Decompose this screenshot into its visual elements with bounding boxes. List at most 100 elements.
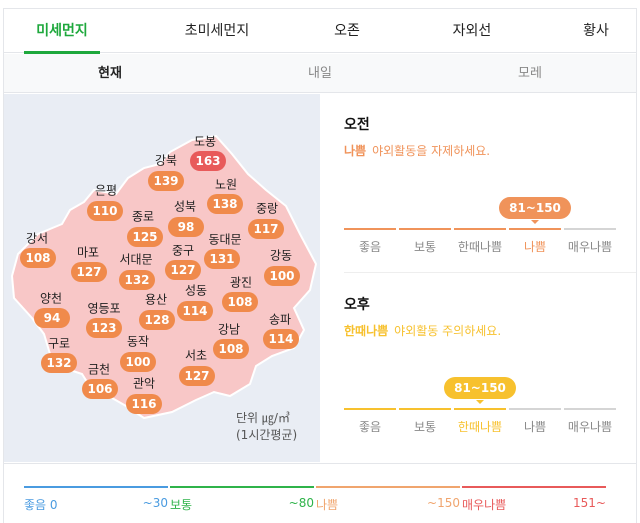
legend-label: 나쁨 (316, 498, 339, 512)
district-value-badge[interactable]: 114 (177, 301, 213, 321)
district-value-badge[interactable]: 132 (119, 270, 155, 290)
district-name: 금천 (87, 362, 111, 377)
legend-bar (170, 486, 314, 488)
district-name: 도봉 (193, 134, 217, 149)
widget-frame (3, 8, 637, 523)
scale-level-label: 보통 (413, 240, 437, 254)
district-value-badge[interactable]: 138 (207, 194, 243, 214)
scale-level-label: 보통 (413, 420, 437, 434)
am-message: 나쁨 야외활동을 자제하세요. (344, 142, 490, 159)
district-name: 용산 (144, 292, 168, 307)
scale-level-label: 매우나쁨 (567, 240, 613, 254)
pm-title: 오후 (344, 297, 370, 313)
pm-grade: 한때나쁨 (344, 324, 389, 338)
district-value-badge[interactable]: 98 (168, 217, 204, 237)
legend-range: ~150 (427, 496, 460, 510)
district-name: 송파 (268, 312, 292, 327)
legend-label: 매우나쁨 (462, 498, 507, 512)
district-name: 노원 (214, 177, 238, 192)
district-name: 동대문 (208, 232, 242, 247)
district-name: 마포 (76, 245, 100, 260)
scale-level-label: 매우나쁨 (567, 420, 613, 434)
forecast-panel: 오전 나쁨 야외활동을 자제하세요. 좋음 보통 한때나쁨 나쁨 매우나쁨 81~150 오… (320, 94, 636, 462)
pm-text: 야외활동 주의하세요. (394, 324, 502, 338)
am-title: 오전 (344, 117, 370, 133)
tab-day-after[interactable]: 모레 (518, 66, 542, 81)
tab-ultrafine-dust[interactable]: 초미세먼지 (184, 23, 250, 39)
district-value-badge[interactable]: 100 (264, 266, 300, 286)
district-name: 서대문 (119, 252, 153, 267)
range-tooltip: 81~150 (444, 377, 516, 404)
district-value-badge[interactable]: 132 (41, 353, 77, 373)
unit-label: 단위 ㎍/㎥ (1시간평균) (236, 410, 297, 444)
scale-segment (454, 228, 506, 230)
scale-segment (344, 228, 396, 230)
district-name: 구로 (47, 336, 71, 351)
district-value-badge[interactable]: 94 (34, 308, 70, 328)
district-value-badge[interactable]: 139 (148, 171, 184, 191)
tab-uv[interactable]: 자외선 (452, 23, 492, 39)
unit-note: (1시간평균) (236, 428, 298, 442)
tab-tomorrow[interactable]: 내일 (308, 66, 332, 81)
district-value-badge[interactable]: 106 (82, 379, 118, 399)
district-name: 중구 (171, 243, 195, 258)
tab-fine-dust[interactable]: 미세먼지 (24, 9, 100, 54)
district-name: 은평 (94, 183, 118, 198)
legend-bar (462, 486, 606, 488)
scale-level-label: 나쁨 (523, 420, 547, 434)
district-name: 영등포 (87, 301, 121, 316)
district-value-badge[interactable]: 163 (190, 151, 226, 171)
district-value-badge[interactable]: 100 (120, 352, 156, 372)
district-value-badge[interactable]: 108 (222, 292, 258, 312)
legend-range: 151~ (573, 496, 606, 510)
tab-yellow-dust[interactable]: 황사 (583, 23, 609, 39)
legend-range: ~80 (288, 496, 314, 510)
scale-segment (454, 408, 506, 410)
district-name: 강동 (269, 248, 293, 263)
district-value-badge[interactable]: 116 (126, 394, 162, 414)
unit-text: 단위 ㎍/㎥ (236, 411, 290, 425)
district-value-badge[interactable]: 127 (71, 262, 107, 282)
legend-bar (24, 486, 168, 488)
district-name: 광진 (229, 275, 253, 290)
scale-level-label: 나쁨 (523, 240, 547, 254)
district-value-badge[interactable]: 128 (139, 310, 175, 330)
district-value-badge[interactable]: 108 (20, 248, 56, 268)
scale-segment (564, 228, 616, 230)
scale-segment (509, 408, 561, 410)
scale-segment (509, 228, 561, 230)
pm-message: 한때나쁨 야외활동 주의하세요. (344, 322, 501, 339)
district-value-badge[interactable]: 127 (165, 260, 201, 280)
legend-label: 좋음 0 (24, 498, 58, 512)
scale-segment (399, 408, 451, 410)
district-value-badge[interactable]: 114 (263, 329, 299, 349)
tab-now[interactable]: 현재 (98, 66, 122, 81)
district-name: 서초 (184, 348, 208, 363)
district-name: 성동 (184, 283, 208, 298)
am-text: 야외활동을 자제하세요. (372, 144, 491, 158)
scale-segment (344, 408, 396, 410)
district-name: 종로 (131, 209, 155, 224)
range-tooltip: 81~150 (499, 197, 571, 224)
am-grade: 나쁨 (344, 144, 367, 158)
district-name: 강북 (154, 153, 178, 168)
district-value-badge[interactable]: 123 (86, 318, 122, 338)
divider (344, 272, 636, 273)
grade-legend: 좋음 0 ~30 보통 ~80 나쁨 ~150 매우나쁨 151~ (4, 463, 636, 523)
district-name: 성북 (173, 199, 197, 214)
district-value-badge[interactable]: 117 (248, 219, 284, 239)
legend-range: ~30 (142, 496, 168, 510)
scale-segment (564, 408, 616, 410)
district-value-badge[interactable]: 131 (204, 249, 240, 269)
legend-bar (316, 486, 460, 488)
legend-label: 보통 (170, 498, 193, 512)
district-value-badge[interactable]: 110 (87, 201, 123, 221)
seoul-map: 도봉 163 강북 139 노원 138 은평 110 성북 98 중랑 117 종로 125 강서 108 마… (4, 94, 320, 462)
district-value-badge[interactable]: 127 (179, 366, 215, 386)
day-tabs: 현재 내일 모레 (4, 54, 636, 93)
tab-ozone[interactable]: 오존 (334, 23, 360, 39)
district-value-badge[interactable]: 108 (213, 339, 249, 359)
scale-level-label: 한때나쁨 (457, 420, 503, 434)
district-name: 관악 (132, 376, 156, 391)
district-value-badge[interactable]: 125 (127, 227, 163, 247)
